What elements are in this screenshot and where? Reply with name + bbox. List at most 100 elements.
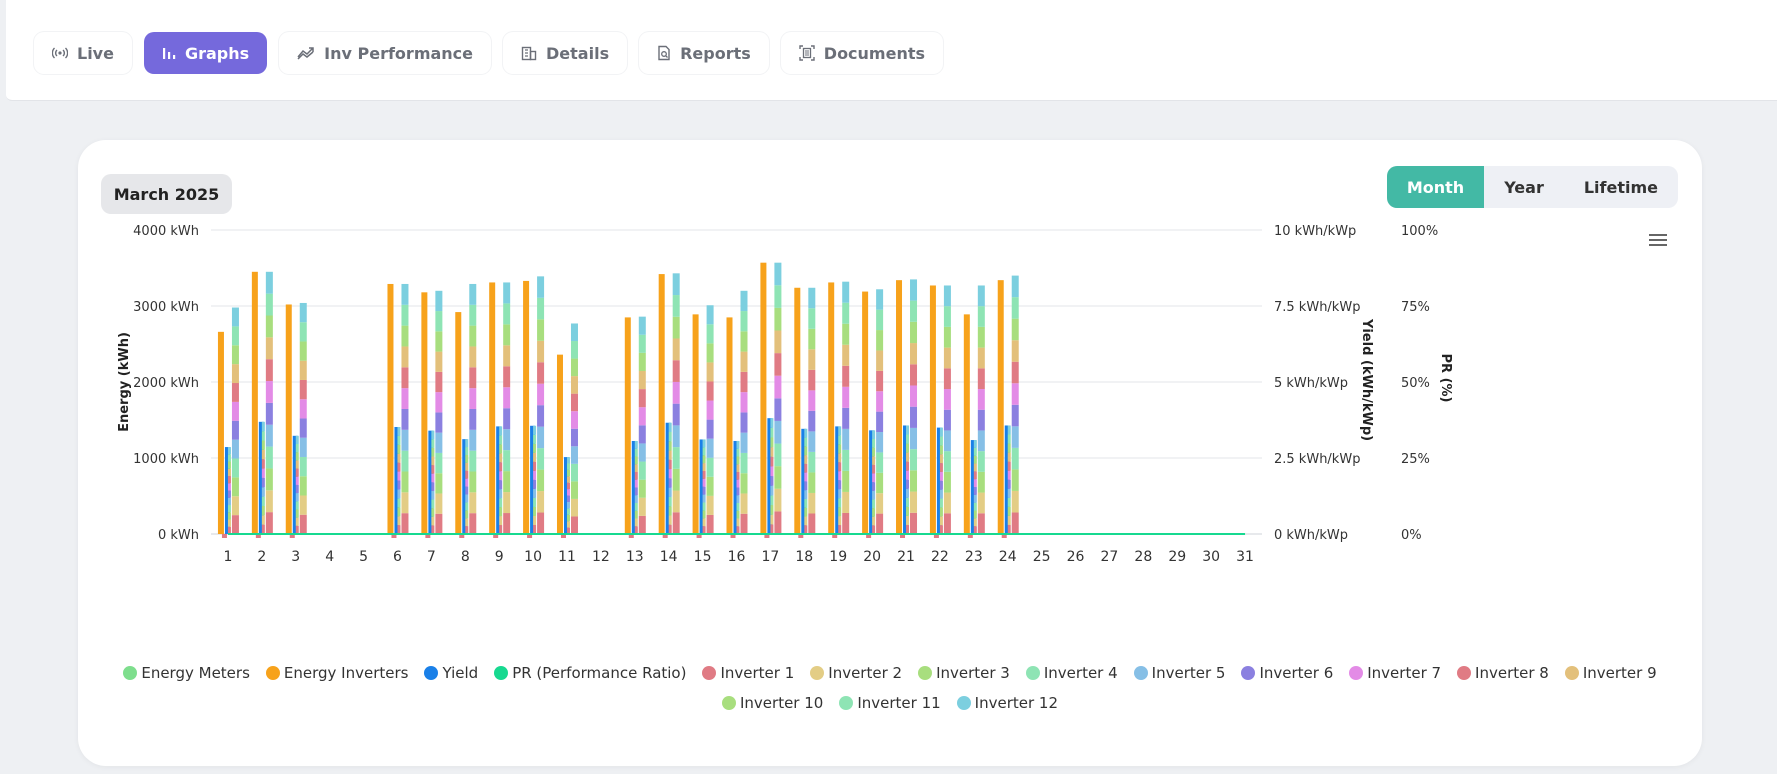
bar-yield-inverter-segment[interactable]	[939, 498, 943, 508]
range-option-month[interactable]: Month	[1386, 166, 1485, 208]
bar-inverter-segment[interactable]	[808, 492, 816, 514]
bar-yield-inverter-segment[interactable]	[906, 488, 910, 498]
tab-details[interactable]: Details	[503, 32, 628, 74]
bar-yield-inverter-segment[interactable]	[804, 481, 808, 491]
bar-inverter-segment[interactable]	[401, 513, 409, 534]
bar-yield-inverter-segment[interactable]	[939, 507, 943, 517]
bar-inverter-segment[interactable]	[265, 315, 273, 338]
legend-item[interactable]: Energy Inverters	[265, 664, 408, 682]
bar-yield-inverter-segment[interactable]	[770, 447, 774, 457]
bar-yield-inverter-segment[interactable]	[939, 463, 943, 472]
bar-yield-inverter-segment[interactable]	[634, 471, 638, 480]
bar-yield[interactable]	[631, 440, 637, 534]
bar-yield-inverter-segment[interactable]	[431, 516, 435, 526]
bar-yield-inverter-segment[interactable]	[499, 462, 503, 472]
bar-inverter-segment[interactable]	[842, 428, 850, 450]
bar-yield-inverter-segment[interactable]	[804, 507, 808, 517]
bar-inverter-segment[interactable]	[740, 290, 748, 312]
bar-yield-inverter-segment[interactable]	[702, 463, 706, 471]
bar-yield-inverter-segment[interactable]	[397, 426, 401, 436]
bar-inverter-segment[interactable]	[740, 432, 748, 453]
bar-inverter-segment[interactable]	[1011, 318, 1019, 341]
legend-item[interactable]: Energy Meters	[123, 664, 250, 682]
bar-inverter-segment[interactable]	[435, 432, 443, 453]
bar-yield-inverter-segment[interactable]	[499, 453, 503, 463]
bar-yield-inverter-segment[interactable]	[499, 507, 503, 517]
bar-yield-inverter-segment[interactable]	[838, 480, 842, 490]
bar-inverter-segment[interactable]	[876, 370, 884, 392]
bar-yield-inverter-segment[interactable]	[939, 436, 943, 446]
bar-yield-inverter-segment[interactable]	[872, 473, 876, 483]
bar-yield-inverter-segment[interactable]	[770, 437, 774, 448]
bar-yield-inverter-segment[interactable]	[261, 440, 265, 450]
bar-inverter-segment[interactable]	[977, 347, 985, 369]
bar-inverter-segment[interactable]	[740, 452, 748, 474]
bar-yield-inverter-segment[interactable]	[1007, 479, 1011, 489]
range-option-lifetime[interactable]: Lifetime	[1583, 177, 1658, 197]
legend-item[interactable]: Inverter 1	[702, 664, 794, 682]
bar-inverter-segment[interactable]	[774, 262, 782, 286]
legend-item[interactable]: Inverter 12	[956, 694, 1058, 712]
bar-inverter-segment[interactable]	[638, 407, 646, 426]
bar-inverter-segment[interactable]	[570, 341, 578, 359]
bar-inverter-segment[interactable]	[570, 516, 578, 534]
bar-inverter-segment[interactable]	[943, 326, 951, 348]
bar-inverter-segment[interactable]	[469, 429, 477, 451]
bar-yield-inverter-segment[interactable]	[431, 525, 435, 534]
bar-inverter-segment[interactable]	[706, 457, 714, 477]
bar-yield-inverter-segment[interactable]	[634, 464, 638, 472]
bar-inverter-segment[interactable]	[570, 358, 578, 377]
bar-yield-inverter-segment[interactable]	[838, 462, 842, 472]
bar-inverter-segment[interactable]	[876, 411, 884, 433]
bar-inverter-segment[interactable]	[977, 430, 985, 452]
bar-inverter-segment[interactable]	[265, 293, 273, 316]
bar-yield-inverter-segment[interactable]	[736, 440, 740, 449]
bar-yield-inverter-segment[interactable]	[973, 494, 977, 503]
bar-energy-inverters[interactable]	[828, 282, 835, 534]
bar-yield-inverter-segment[interactable]	[872, 525, 876, 534]
legend-item[interactable]: Inverter 4	[1025, 664, 1118, 682]
bar-yield-inverter-segment[interactable]	[261, 524, 265, 534]
bar-inverter-segment[interactable]	[910, 300, 918, 322]
bar-inverter-segment[interactable]	[842, 491, 850, 513]
bar-inverter-segment[interactable]	[1011, 297, 1019, 319]
bar-inverter-segment[interactable]	[231, 477, 239, 497]
bar-inverter-segment[interactable]	[977, 326, 985, 348]
bar-inverter-segment[interactable]	[469, 283, 477, 305]
bar-yield-inverter-segment[interactable]	[533, 461, 537, 471]
bar-yield-inverter-segment[interactable]	[702, 455, 706, 464]
bar-inverter-segment[interactable]	[943, 513, 951, 534]
bar-energy-inverters[interactable]	[726, 317, 733, 534]
bar-yield-inverter-segment[interactable]	[227, 519, 231, 527]
bar-yield-inverter-segment[interactable]	[566, 508, 570, 515]
bar-yield[interactable]	[733, 440, 739, 534]
bar-yield-inverter-segment[interactable]	[770, 456, 774, 467]
tab-graphs[interactable]: Graphs	[143, 32, 268, 74]
range-option-year[interactable]: Year	[1504, 177, 1544, 197]
bar-yield-inverter-segment[interactable]	[736, 487, 740, 496]
bar-inverter-segment[interactable]	[435, 452, 443, 474]
bar-energy-inverters[interactable]	[556, 354, 563, 534]
legend-item[interactable]: Inverter 10	[721, 694, 823, 712]
bar-yield-inverter-segment[interactable]	[939, 471, 943, 481]
bar-inverter-segment[interactable]	[401, 346, 409, 368]
bar-inverter-segment[interactable]	[808, 513, 816, 534]
bar-yield-inverter-segment[interactable]	[397, 480, 401, 490]
bar-inverter-segment[interactable]	[706, 324, 714, 344]
bar-inverter-segment[interactable]	[774, 307, 782, 331]
bar-inverter-segment[interactable]	[435, 290, 443, 312]
bar-yield-inverter-segment[interactable]	[804, 428, 808, 438]
bar-yield-inverter-segment[interactable]	[973, 526, 977, 534]
bar-inverter-segment[interactable]	[943, 389, 951, 410]
bar-inverter-segment[interactable]	[469, 408, 477, 430]
bar-yield-inverter-segment[interactable]	[227, 490, 231, 498]
bar-inverter-segment[interactable]	[231, 364, 239, 384]
bar-yield-inverter-segment[interactable]	[295, 525, 299, 534]
bar-yield-inverter-segment[interactable]	[838, 498, 842, 508]
bar-yield-inverter-segment[interactable]	[939, 427, 943, 437]
bar-yield-inverter-segment[interactable]	[465, 470, 469, 479]
bar-energy-inverters[interactable]	[624, 317, 631, 534]
bar-inverter-segment[interactable]	[943, 368, 951, 390]
bar-yield-inverter-segment[interactable]	[499, 480, 503, 490]
bar-energy-inverters[interactable]	[760, 262, 767, 534]
